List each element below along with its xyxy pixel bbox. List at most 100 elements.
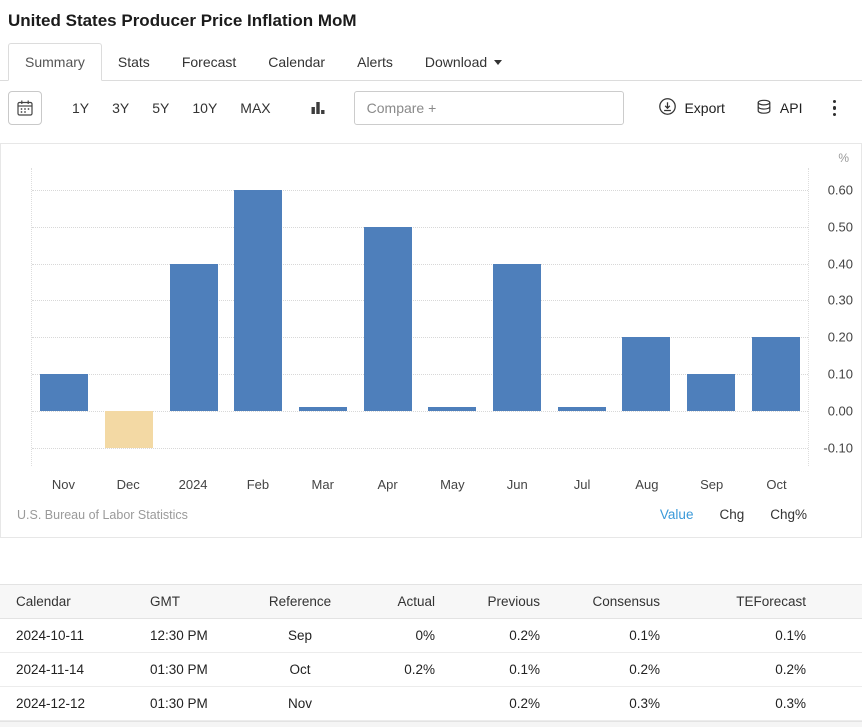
bar-slot bbox=[420, 168, 485, 466]
table-cell: 0% bbox=[350, 618, 445, 653]
gridline bbox=[32, 263, 808, 265]
x-tick-label: Jul bbox=[573, 477, 591, 492]
bar-dec[interactable] bbox=[105, 410, 153, 448]
table-row: 2024-12-12 01:30 PM Nov 0.2% 0.3% 0.3% bbox=[0, 686, 862, 721]
x-tick-label: Jun bbox=[506, 477, 528, 492]
bar-apr[interactable] bbox=[363, 226, 412, 411]
y-tick-label: 0.50 bbox=[827, 219, 853, 235]
x-tick-label: Aug bbox=[635, 477, 659, 492]
bar-jun[interactable] bbox=[493, 263, 542, 411]
gridline bbox=[32, 410, 808, 412]
range-5y[interactable]: 5Y bbox=[152, 100, 170, 116]
tab-stats[interactable]: Stats bbox=[101, 44, 166, 80]
table-cell: 0.3% bbox=[550, 686, 670, 721]
export-button[interactable]: Export bbox=[658, 97, 725, 119]
tab-alerts[interactable]: Alerts bbox=[341, 44, 409, 80]
tab-calendar[interactable]: Calendar bbox=[252, 44, 342, 80]
table-cell: 0.2% bbox=[670, 652, 862, 687]
bar-slot bbox=[549, 168, 614, 466]
x-tick-label: Oct bbox=[766, 477, 787, 492]
table-row: 2024-11-14 01:30 PM Oct 0.2% 0.1% 0.2% 0.2% bbox=[0, 652, 862, 687]
bar-slot bbox=[161, 168, 226, 466]
compare-input[interactable] bbox=[353, 91, 624, 125]
tab-label: Alerts bbox=[357, 54, 393, 70]
table-cell: 0.1% bbox=[445, 652, 550, 687]
range-3y[interactable]: 3Y bbox=[112, 100, 130, 116]
bar-sep[interactable] bbox=[687, 374, 736, 411]
view-value[interactable]: Value bbox=[659, 507, 694, 522]
bar-slot bbox=[743, 168, 808, 466]
tab-forecast[interactable]: Forecast bbox=[165, 44, 253, 80]
table-cell: 0.1% bbox=[670, 618, 862, 653]
x-tick-label: Sep bbox=[700, 477, 724, 492]
gridline bbox=[32, 190, 808, 192]
column-header-reference: Reference bbox=[250, 584, 350, 619]
y-tick-label: -0.10 bbox=[823, 440, 853, 456]
tab-bar: Summary Stats Forecast Calendar Alerts Downlo… bbox=[0, 43, 862, 81]
y-tick-label: 0.30 bbox=[827, 292, 853, 308]
table-cell: 01:30 PM bbox=[140, 686, 250, 721]
range-max[interactable]: MAX bbox=[240, 100, 271, 116]
x-tick-label: Dec bbox=[116, 477, 140, 492]
table-cell bbox=[350, 686, 445, 721]
plot-area bbox=[31, 168, 809, 466]
table-cell: 2024-12-12 bbox=[0, 686, 140, 721]
bar-may[interactable] bbox=[428, 407, 477, 411]
bar-series bbox=[32, 168, 808, 466]
x-tick-label: Nov bbox=[51, 477, 75, 492]
chart-body: 0.60 0.50 0.40 0.30 0.20 0.10 0.00 -0.10 bbox=[1, 168, 861, 466]
column-header-calendar: Calendar bbox=[0, 584, 140, 619]
tab-summary[interactable]: Summary bbox=[8, 43, 102, 81]
bar-feb[interactable] bbox=[234, 190, 283, 411]
bar-nov[interactable] bbox=[40, 374, 89, 411]
y-axis-labels: 0.60 0.50 0.40 0.30 0.20 0.10 0.00 -0.10 bbox=[809, 168, 861, 466]
range-10y[interactable]: 10Y bbox=[192, 100, 218, 116]
bar-aug[interactable] bbox=[622, 337, 671, 411]
bar-slot bbox=[32, 168, 97, 466]
view-chg[interactable]: Chg bbox=[719, 507, 745, 522]
page-title: United States Producer Price Inflation M… bbox=[8, 11, 357, 30]
api-button[interactable]: API bbox=[755, 98, 803, 119]
column-header-actual: Actual bbox=[350, 584, 445, 619]
tab-label: Download bbox=[424, 54, 488, 70]
tab-download[interactable]: Download bbox=[408, 44, 519, 80]
bar-2024[interactable] bbox=[169, 263, 218, 411]
calendar-icon[interactable] bbox=[8, 91, 42, 125]
bar-jul[interactable] bbox=[557, 407, 606, 411]
bar-slot bbox=[679, 168, 744, 466]
range-1y[interactable]: 1Y bbox=[72, 100, 90, 116]
y-tick-label: 0.60 bbox=[827, 182, 853, 198]
bar-chart-icon[interactable] bbox=[308, 97, 328, 120]
table-cell: 0.3% bbox=[670, 686, 862, 721]
y-tick-label: 0.00 bbox=[827, 403, 853, 419]
table-cell: Sep bbox=[250, 618, 350, 653]
table-row: 2024-10-11 12:30 PM Sep 0% 0.2% 0.1% 0.1% bbox=[0, 618, 862, 653]
bar-slot bbox=[485, 168, 550, 466]
chart-card: % 0.60 0.50 0.40 0.30 0.20 0.10 0.00 -0.10 Nov D… bbox=[0, 143, 862, 538]
gridline bbox=[32, 374, 808, 376]
range-selector: 1Y 3Y 5Y 10Y MAX bbox=[70, 98, 292, 118]
table-header-row: Calendar GMT Reference Actual Previous Consen… bbox=[0, 584, 862, 619]
y-tick-label: 0.40 bbox=[827, 256, 853, 272]
table-cell: Oct bbox=[250, 652, 350, 687]
column-header-teforecast: TEForecast bbox=[670, 584, 862, 619]
bar-slot bbox=[355, 168, 420, 466]
x-tick-label: Mar bbox=[311, 477, 334, 492]
api-label: API bbox=[779, 100, 803, 116]
bar-mar[interactable] bbox=[299, 407, 348, 411]
x-tick-label: Feb bbox=[246, 477, 270, 492]
table-cell: 01:30 PM bbox=[140, 652, 250, 687]
gridline bbox=[32, 300, 808, 302]
bar-oct[interactable] bbox=[751, 337, 800, 411]
y-tick-label: 0.20 bbox=[827, 329, 853, 345]
table-cell: 2024-11-14 bbox=[0, 652, 140, 687]
view-chgpct[interactable]: Chg% bbox=[770, 507, 807, 522]
chart-view-switcher: Value Chg Chg% bbox=[660, 507, 845, 522]
kebab-menu-icon[interactable] bbox=[823, 96, 847, 121]
gridline bbox=[32, 226, 808, 228]
column-header-consensus: Consensus bbox=[550, 584, 670, 619]
table-cell: Nov bbox=[250, 686, 350, 721]
bar-slot bbox=[97, 168, 162, 466]
table-header: Calendar GMT Reference Actual Previous Consen… bbox=[0, 584, 862, 619]
